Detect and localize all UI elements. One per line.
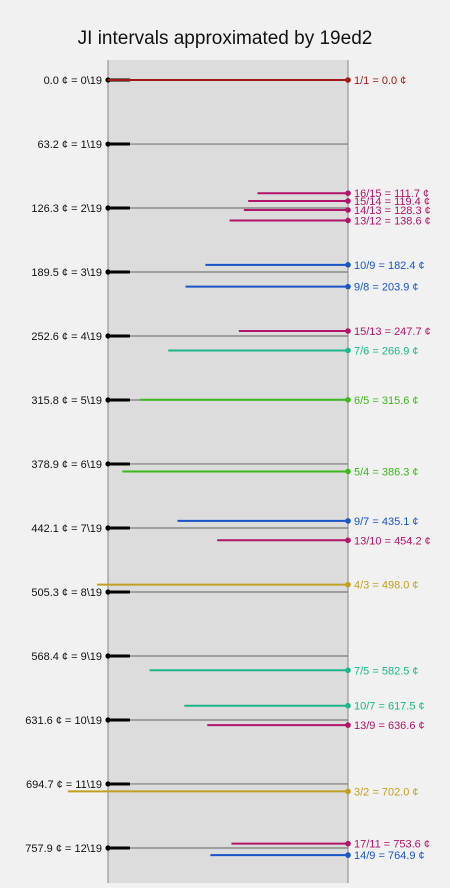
- ji-interval-dot: [345, 518, 351, 524]
- ji-interval-label: 13/12 = 138.6 ¢: [354, 215, 431, 227]
- ji-interval-dot: [345, 283, 351, 290]
- ji-interval-dot: [345, 77, 351, 83]
- ji-interval-dot: [345, 190, 351, 196]
- ji-interval-dot: [345, 702, 351, 709]
- ji-interval-label: 13/9 = 636.6 ¢: [354, 720, 425, 732]
- edo-step-dot: [105, 525, 111, 531]
- ji-interval-label: 5/4 = 386.3 ¢: [354, 466, 419, 478]
- ji-interval-dot: [345, 262, 351, 268]
- ji-interval-dot: [345, 581, 351, 588]
- ji-interval-label: 7/6 = 266.9 ¢: [354, 345, 419, 357]
- ji-interval-label: 16/15 = 111.7 ¢: [354, 188, 429, 200]
- edo-step-dot: [105, 717, 111, 723]
- ji-interval-label: 9/8 = 203.9 ¢: [354, 282, 419, 294]
- ji-interval-dot: [345, 468, 351, 475]
- ji-interval-label: 13/10 = 454.2 ¢: [354, 535, 431, 547]
- ji-interval-dot: [345, 840, 351, 847]
- ji-interval-label: 10/7 = 617.5 ¢: [354, 701, 425, 713]
- ji-interval-label: 14/9 = 764.9 ¢: [354, 850, 425, 862]
- edo-step-label: 568.4 ¢ = 9\19: [31, 651, 102, 663]
- ji-interval-label: 15/14 = 119.4 ¢: [354, 196, 430, 208]
- edo-step-label: 694.7 ¢ = 11\19: [26, 779, 102, 791]
- edo-step-dot: [105, 205, 111, 211]
- ji-interval-dot: [345, 852, 351, 858]
- ji-interval-dot: [345, 397, 351, 403]
- edo-step-dot: [105, 461, 111, 467]
- ji-interval-dot: [345, 667, 351, 674]
- edo-step-dot: [105, 589, 111, 595]
- edo-step-label: 189.5 ¢ = 3\19: [31, 267, 102, 279]
- ji-interval-dot: [345, 217, 351, 224]
- edo-step-dot: [105, 781, 111, 787]
- edo-step-label: 0.0 ¢ = 0\19: [44, 75, 102, 87]
- ji-interval-label: 10/9 = 182.4 ¢: [354, 260, 425, 272]
- ji-interval-label: 1/1 = 0.0 ¢: [354, 75, 406, 87]
- chart-title: JI intervals approximated by 19ed2: [77, 28, 373, 49]
- edo-step-label: 63.2 ¢ = 1\19: [37, 139, 102, 151]
- edo-step-dot: [105, 397, 111, 403]
- edo-step-label: 505.3 ¢ = 8\19: [31, 587, 102, 599]
- ji-interval-label: 7/5 = 582.5 ¢: [354, 665, 419, 677]
- ji-interval-dot: [345, 788, 351, 795]
- ji-interval-dot: [345, 207, 351, 213]
- ji-interval-label: 15/13 = 247.7 ¢: [354, 326, 431, 338]
- edo-step-label: 315.8 ¢ = 5\19: [31, 395, 102, 407]
- ji-interval-dot: [345, 347, 351, 354]
- ji-interval-label: 4/3 = 498.0 ¢: [354, 580, 419, 592]
- ji-interval-dot: [345, 722, 351, 728]
- ji-interval-label: 9/7 = 435.1 ¢: [354, 516, 419, 528]
- ji-interval-dot: [345, 328, 351, 334]
- edo-step-label: 126.3 ¢ = 2\19: [31, 203, 102, 215]
- edo-step-dot: [105, 269, 111, 275]
- edo-step-label: 631.6 ¢ = 10\19: [25, 715, 102, 727]
- edo-step-dot: [105, 141, 111, 147]
- ji-interval-dot: [345, 198, 351, 204]
- ji-interval-label: 14/13 = 128.3 ¢: [354, 205, 431, 217]
- ji-interval-label: 17/11 = 753.6 ¢: [354, 839, 430, 851]
- ji-interval-label: 6/5 = 315.6 ¢: [354, 395, 419, 407]
- ji-interval-label: 3/2 = 702.0 ¢: [354, 786, 419, 798]
- edo-step-dot: [105, 653, 111, 659]
- edo-step-label: 442.1 ¢ = 7\19: [31, 523, 102, 535]
- edo-step-label: 757.9 ¢ = 12\19: [25, 843, 102, 855]
- edo-step-dot: [105, 845, 111, 851]
- edo-step-dot: [105, 333, 111, 339]
- ji-interval-dot: [345, 537, 351, 544]
- edo-step-label: 378.9 ¢ = 6\19: [31, 459, 102, 471]
- edo-step-label: 252.6 ¢ = 4\19: [31, 331, 102, 343]
